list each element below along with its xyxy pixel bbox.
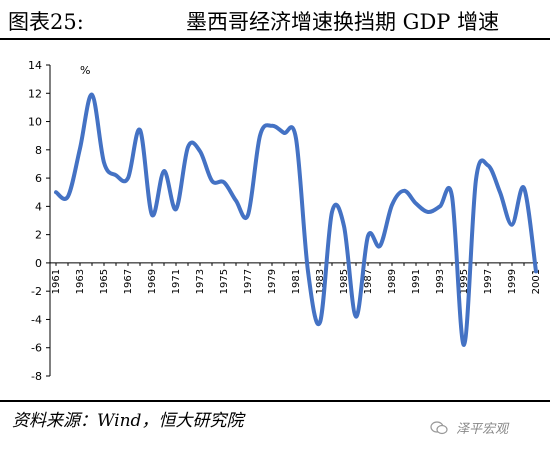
- x-axis-ticks: 1961 1963 1965 1967 1969 1971 1973 1975 1977 1979…: [51, 262, 542, 294]
- figure-title: 墨西哥经济增速换挡期 GDP 增速: [186, 10, 500, 34]
- y-tick-label: 10: [28, 116, 42, 129]
- data-point-1975: [222, 180, 227, 185]
- unit-label: %: [80, 64, 90, 77]
- x-tick-label: 1999: [507, 269, 518, 294]
- x-tick-label: 1983: [315, 269, 326, 294]
- wechat-watermark: 泽平宏观: [430, 418, 508, 437]
- data-point-1973: [198, 149, 203, 154]
- data-point-1997: [486, 163, 491, 168]
- data-point-1992: [426, 210, 431, 215]
- data-point-1982: [306, 269, 311, 274]
- figure-label: 图表25:: [8, 10, 84, 34]
- x-tick-label: 1971: [171, 269, 182, 294]
- x-tick-label: 1975: [219, 269, 230, 294]
- data-point-1993: [438, 204, 443, 209]
- data-point-1981: [294, 136, 299, 141]
- wechat-brand: 泽平宏观: [456, 422, 509, 437]
- top-rule: [0, 38, 550, 40]
- wechat-icon: [430, 420, 448, 434]
- data-point-1990: [402, 188, 407, 193]
- data-point-1962: [66, 194, 71, 199]
- y-tick-label: 2: [35, 229, 42, 242]
- data-point-1995: [462, 342, 467, 347]
- data-point-1963: [78, 146, 83, 151]
- y-tick-label: -4: [31, 313, 42, 326]
- data-point-1988: [378, 243, 383, 248]
- data-point-1974: [210, 178, 215, 183]
- data-point-1978: [258, 133, 263, 138]
- data-point-1980: [282, 130, 287, 135]
- data-point-1968: [138, 128, 143, 133]
- data-point-1969: [150, 212, 155, 217]
- bottom-rule: [0, 400, 550, 402]
- x-tick-label: 1995: [459, 269, 470, 294]
- data-point-1976: [234, 198, 239, 203]
- source-note: 资料来源：Wind，恒大研究院: [12, 411, 244, 431]
- y-tick-label: 14: [28, 59, 42, 72]
- chart-title: 图表25: 墨西哥经济增速换挡期 GDP 增速: [8, 4, 542, 34]
- x-tick-label: 1967: [123, 269, 134, 294]
- y-axis-ticks: -8 -6 -4 -2 0 2 4 6 8 10 12 14: [28, 59, 50, 383]
- data-point-1964: [90, 92, 95, 97]
- y-tick-label: 6: [35, 172, 42, 185]
- data-point-1985: [342, 224, 347, 229]
- x-tick-label: 1981: [291, 269, 302, 294]
- x-tick-label: 2001: [531, 269, 542, 294]
- x-tick-label: 1965: [99, 269, 110, 294]
- data-point-1994: [450, 194, 455, 199]
- data-point-2001: [534, 269, 539, 274]
- data-point-1970: [162, 169, 167, 174]
- x-tick-label: 1987: [363, 269, 374, 294]
- data-point-1972: [186, 144, 191, 149]
- data-point-1998: [498, 190, 503, 195]
- x-tick-label: 1979: [267, 269, 278, 294]
- data-point-1983: [318, 320, 323, 325]
- x-tick-label: 1997: [483, 269, 494, 294]
- data-point-1987: [366, 234, 371, 239]
- data-point-1966: [114, 173, 119, 178]
- gdp-growth-line-chart: -8 -6 -4 -2 0 2 4 6 8 10 12 14 1961 1963 1965 1967 1969…: [28, 59, 542, 383]
- y-tick-label: 0: [35, 257, 42, 270]
- y-tick-label: -8: [31, 370, 42, 383]
- x-tick-label: 1991: [411, 269, 422, 294]
- data-point-1977: [246, 212, 251, 217]
- x-tick-label: 1985: [339, 269, 350, 294]
- data-point-1999: [510, 222, 515, 227]
- series-layer: [54, 92, 539, 347]
- data-point-1961: [54, 190, 59, 195]
- data-point-1996: [474, 177, 479, 182]
- x-tick-label: 1977: [243, 269, 254, 294]
- x-tick-label: 1989: [387, 269, 398, 294]
- x-tick-label: 1969: [147, 269, 158, 294]
- y-tick-label: -6: [31, 342, 42, 355]
- gdp-growth-series-line: [54, 92, 538, 347]
- data-point-1989: [390, 202, 395, 207]
- data-point-1979: [270, 123, 275, 128]
- y-tick-label: 4: [35, 200, 42, 213]
- x-tick-label: 1963: [75, 269, 86, 294]
- y-tick-label: -2: [31, 285, 42, 298]
- data-point-2000: [522, 185, 527, 190]
- y-tick-label: 8: [35, 144, 42, 157]
- data-point-1965: [102, 160, 107, 165]
- data-point-1986: [354, 314, 359, 319]
- x-tick-label: 1961: [51, 269, 62, 294]
- data-point-1971: [174, 207, 179, 212]
- y-tick-label: 12: [28, 87, 42, 100]
- x-tick-label: 1993: [435, 269, 446, 294]
- data-point-1967: [126, 176, 131, 181]
- x-tick-label: 1973: [195, 269, 206, 294]
- data-point-1991: [414, 201, 419, 206]
- data-point-1984: [330, 210, 335, 215]
